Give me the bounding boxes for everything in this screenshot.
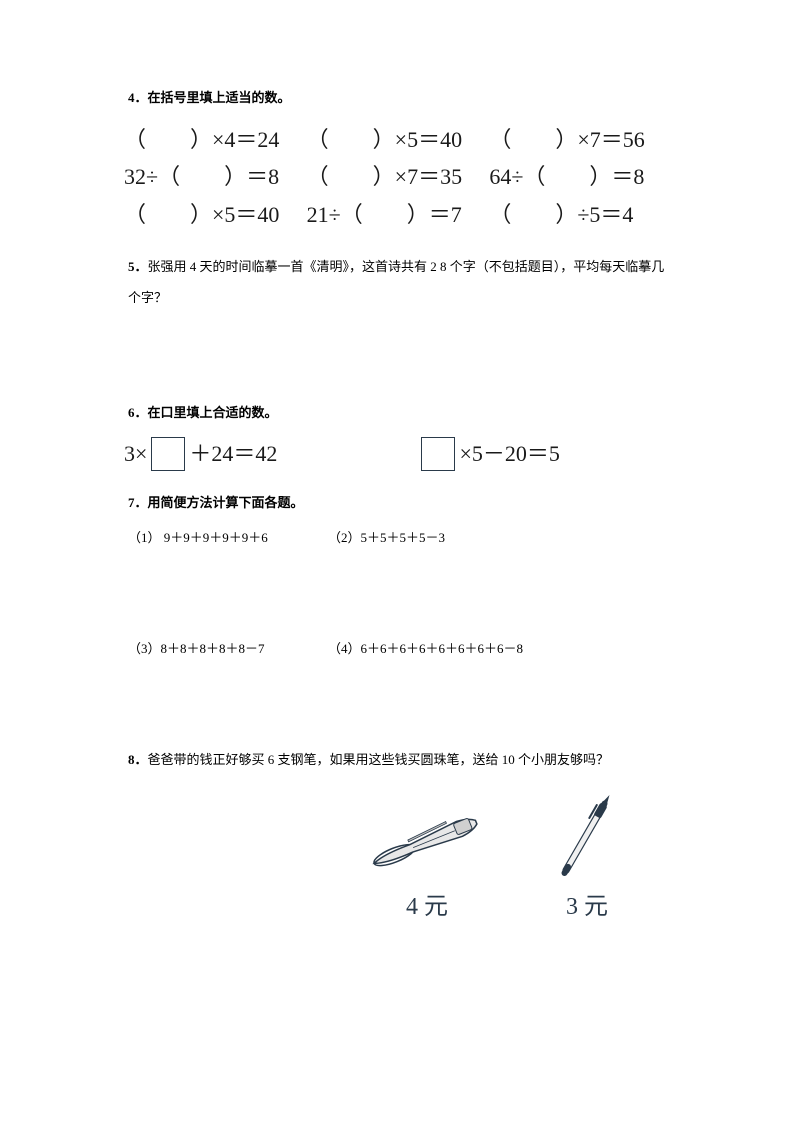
q5-text: 5．张强用 4 天的时间临摹一首《清明》，这首诗共有 2 8 个字（不包括题目）…: [128, 251, 672, 313]
q8-title: 8．爸爸带的钱正好够买 6 支钢笔，如果用这些钱买圆珠笔，送给 10 个小朋友够…: [128, 750, 672, 771]
q4-row-3: （ ）×5＝40 21÷（ ）＝7 （ ）÷5＝4: [124, 196, 672, 233]
q6-eq2-right: ×5－20＝5: [459, 436, 559, 471]
q7-row-2: （3）8＋8＋8＋8＋8－7 （4）6＋6＋6＋6＋6＋6＋6＋6－8: [128, 639, 672, 660]
q4-cell: （ ）×4＝24: [124, 121, 307, 158]
q6-equations: 3× ＋24＝42 ×5－20＝5: [124, 436, 672, 471]
q4-title: 4．在括号里填上适当的数。: [128, 88, 672, 109]
q4-equations: （ ）×4＝24 （ ）×5＝40 （ ）×7＝56 32÷（ ）＝8 （ ）×…: [124, 121, 672, 233]
q6-eq-1: 3× ＋24＝42: [124, 436, 277, 471]
q6-eq-2: ×5－20＝5: [417, 436, 559, 471]
q4-row-1: （ ）×4＝24 （ ）×5＝40 （ ）×7＝56: [124, 121, 672, 158]
q8-body: 爸爸带的钱正好够买 6 支钢笔，如果用这些钱买圆珠笔，送给 10 个小朋友够吗？: [148, 752, 610, 767]
q7-title: 7．用简便方法计算下面各题。: [128, 493, 672, 514]
q4-cell: （ ）×7＝56: [489, 121, 672, 158]
pen2-price: 3 元: [566, 888, 608, 926]
fountain-pen-item: 4 元: [362, 802, 492, 926]
q6-eq1-left: 3×: [124, 436, 147, 471]
q4-cell: （ ）÷5＝4: [489, 196, 672, 233]
q4-cell: （ ）×7＝35: [307, 158, 490, 195]
q4-cell: 32÷（ ）＝8: [124, 158, 307, 195]
q7-p1: （1） 9＋9＋9＋9＋9＋6: [128, 528, 328, 549]
blank-box: [151, 437, 185, 471]
q7-row-1: （1） 9＋9＋9＋9＋9＋6 （2）5＋5＋5＋5－3: [128, 528, 672, 549]
q4-cell: 21÷（ ）＝7: [307, 196, 490, 233]
q6-title: 6．在口里填上合适的数。: [128, 403, 672, 424]
q4-cell: 64÷（ ）＝8: [489, 158, 672, 195]
q5-number: 5．: [128, 259, 148, 274]
ballpoint-pen-item: 3 元: [532, 787, 642, 926]
q4-cell: （ ）×5＝40: [307, 121, 490, 158]
q5-body: 张强用 4 天的时间临摹一首《清明》，这首诗共有 2 8 个字（不包括题目），平…: [128, 259, 664, 305]
q7-p2: （2）5＋5＋5＋5－3: [328, 528, 672, 549]
q6-eq1-right: ＋24＝42: [189, 436, 277, 471]
q7-p4: （4）6＋6＋6＋6＋6＋6＋6＋6－8: [328, 639, 672, 660]
q4-row-2: 32÷（ ）＝8 （ ）×7＝35 64÷（ ）＝8: [124, 158, 672, 195]
pen1-price: 4 元: [406, 888, 448, 926]
pen-illustration: 4 元 3 元: [128, 787, 672, 926]
q8-number: 8．: [128, 752, 148, 767]
q7-problems: （1） 9＋9＋9＋9＋9＋6 （2）5＋5＋5＋5－3 （3）8＋8＋8＋8＋…: [128, 528, 672, 660]
ballpoint-pen-icon: [532, 787, 642, 882]
q7-p3: （3）8＋8＋8＋8＋8－7: [128, 639, 328, 660]
blank-box: [421, 437, 455, 471]
fountain-pen-icon: [362, 802, 492, 882]
q4-cell: （ ）×5＝40: [124, 196, 307, 233]
